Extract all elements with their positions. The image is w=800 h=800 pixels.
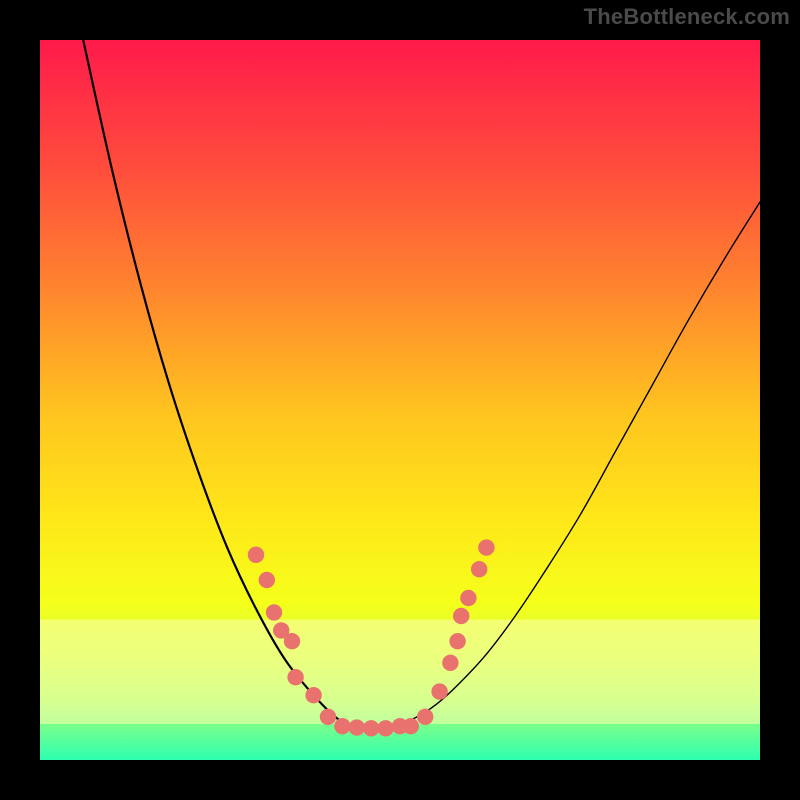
marker-dot: [266, 604, 282, 620]
marker-dot: [287, 669, 303, 685]
marker-dot: [259, 572, 275, 588]
marker-dot: [403, 718, 419, 734]
marker-dot: [453, 608, 469, 624]
bottleneck-chart: [40, 40, 760, 760]
marker-dot: [478, 539, 494, 555]
marker-dot: [363, 720, 379, 736]
marker-dot: [305, 687, 321, 703]
marker-dot: [442, 655, 458, 671]
marker-dot: [417, 709, 433, 725]
marker-dot: [449, 633, 465, 649]
marker-dot: [471, 561, 487, 577]
highlight-band: [40, 620, 760, 724]
marker-dot: [377, 720, 393, 736]
marker-dot: [320, 709, 336, 725]
marker-dot: [284, 633, 300, 649]
marker-dot: [431, 683, 447, 699]
watermark-text: TheBottleneck.com: [584, 4, 790, 30]
marker-dot: [334, 718, 350, 734]
marker-dot: [248, 547, 264, 563]
marker-dot: [460, 590, 476, 606]
marker-dot: [349, 719, 365, 735]
